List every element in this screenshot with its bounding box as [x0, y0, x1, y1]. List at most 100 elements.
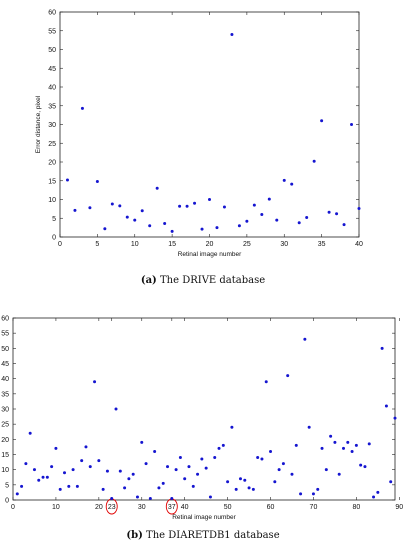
- data-point: [105, 469, 109, 473]
- y-tick-label: 50: [48, 47, 56, 54]
- data-point: [217, 446, 221, 450]
- data-point: [222, 205, 226, 209]
- data-point: [170, 229, 174, 233]
- plot-frame: [12, 317, 396, 501]
- data-point: [294, 443, 298, 447]
- x-tick-label: 35: [318, 241, 326, 248]
- data-point: [103, 227, 107, 231]
- data-point: [290, 472, 294, 476]
- data-point: [260, 457, 264, 461]
- x-tick-label: 50: [224, 504, 232, 511]
- data-point: [110, 496, 114, 500]
- x-axis-label: Retinal image number: [172, 514, 236, 521]
- y-tick-label: 45: [1, 361, 9, 368]
- data-point: [101, 487, 105, 491]
- data-point: [166, 465, 170, 469]
- data-point: [41, 475, 45, 479]
- data-point: [80, 106, 84, 110]
- data-point: [380, 346, 384, 350]
- data-point: [118, 204, 122, 208]
- data-point: [237, 224, 241, 228]
- data-point: [191, 484, 195, 488]
- data-point: [389, 480, 393, 484]
- data-point: [157, 486, 161, 490]
- data-point: [88, 465, 92, 469]
- data-point: [200, 227, 204, 231]
- data-point: [75, 484, 79, 488]
- data-point: [163, 222, 167, 225]
- data-point: [226, 480, 230, 484]
- data-point: [196, 472, 200, 476]
- data-point: [357, 207, 361, 210]
- data-point: [88, 206, 92, 210]
- y-tick-label: 60: [48, 10, 56, 17]
- y-tick-label: 60: [1, 316, 9, 323]
- data-point: [183, 477, 187, 481]
- data-point: [65, 178, 69, 182]
- y-tick-label: 10: [1, 467, 9, 474]
- x-tick-label: 0: [58, 241, 62, 248]
- data-point: [269, 449, 273, 453]
- x-tick-label: 20: [206, 241, 214, 248]
- data-point: [95, 180, 99, 183]
- data-point: [260, 213, 264, 216]
- data-point: [37, 478, 41, 482]
- x-tick-label: 60: [267, 504, 275, 511]
- data-point: [208, 198, 211, 201]
- data-point: [282, 178, 286, 182]
- data-point: [15, 492, 19, 496]
- data-point: [155, 186, 159, 190]
- x-tick-label: 10: [131, 241, 139, 248]
- y-tick-label: 55: [48, 28, 56, 35]
- data-point: [200, 457, 204, 461]
- data-point: [335, 212, 339, 216]
- data-point: [238, 477, 242, 481]
- data-point: [67, 484, 71, 488]
- data-point: [267, 197, 271, 201]
- diaretdb1-caption-label: (b): [126, 530, 143, 541]
- data-point: [234, 487, 238, 491]
- x-tick-label: 37: [168, 504, 176, 511]
- data-point: [50, 465, 54, 469]
- data-point: [290, 182, 294, 186]
- data-point: [80, 459, 84, 463]
- data-point: [114, 407, 118, 411]
- data-point: [303, 337, 307, 341]
- data-point: [367, 442, 371, 446]
- data-point: [178, 456, 182, 460]
- data-point: [187, 465, 191, 469]
- data-point: [221, 443, 225, 447]
- data-point: [185, 204, 189, 208]
- data-point: [312, 159, 316, 163]
- y-tick-label: 20: [1, 437, 9, 444]
- y-tick-label: 20: [48, 160, 56, 167]
- y-tick-label: 5: [52, 216, 56, 223]
- data-point: [376, 490, 380, 494]
- data-point: [281, 462, 285, 466]
- data-point: [178, 204, 182, 208]
- data-point: [286, 374, 290, 378]
- y-tick-label: 0: [52, 235, 56, 242]
- data-point: [299, 492, 303, 496]
- data-point: [320, 119, 324, 123]
- data-point: [161, 481, 165, 485]
- y-tick-label: 25: [48, 141, 56, 148]
- data-point: [131, 472, 135, 476]
- data-point: [73, 208, 77, 212]
- x-tick-label: 70: [310, 504, 318, 511]
- plot-frame: [59, 11, 360, 238]
- data-point: [337, 472, 341, 476]
- data-point: [350, 449, 354, 453]
- data-point: [97, 459, 101, 463]
- data-point: [110, 202, 114, 206]
- data-point: [208, 495, 212, 499]
- data-point: [247, 486, 251, 490]
- data-point: [305, 216, 309, 219]
- x-axis-label: Retinal image number: [178, 251, 242, 258]
- drive-caption: (a) The DRIVE database: [0, 275, 406, 286]
- data-point: [84, 445, 88, 449]
- y-tick-label: 30: [48, 122, 56, 129]
- x-tick-label: 0: [11, 504, 15, 511]
- data-point: [342, 223, 346, 227]
- x-tick-label: 30: [280, 241, 288, 248]
